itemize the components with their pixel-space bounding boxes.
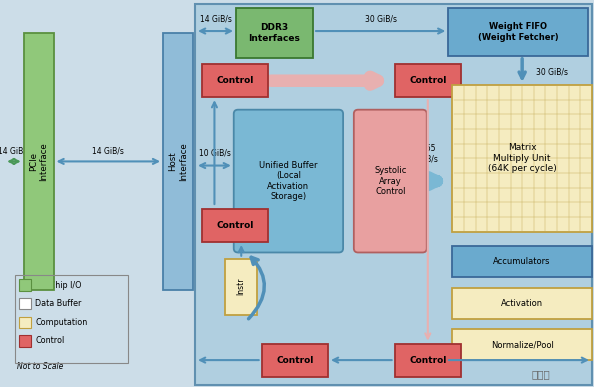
Bar — [19, 335, 31, 347]
Text: 165 GiB/s: 165 GiB/s — [501, 343, 538, 352]
Bar — [24, 33, 53, 290]
Text: Off-Chip I/O: Off-Chip I/O — [36, 281, 82, 289]
Bar — [201, 209, 268, 242]
Bar — [19, 298, 31, 309]
Text: Activation: Activation — [501, 299, 544, 308]
Bar — [15, 275, 128, 363]
FancyBboxPatch shape — [234, 110, 343, 252]
Bar — [195, 4, 592, 385]
Text: 165
GiB/s: 165 GiB/s — [419, 144, 439, 163]
Text: Matrix
Multiply Unit
(64K per cycle): Matrix Multiply Unit (64K per cycle) — [488, 144, 557, 173]
FancyBboxPatch shape — [354, 110, 426, 252]
Text: Weight FIFO
(Weight Fetcher): Weight FIFO (Weight Fetcher) — [478, 22, 558, 42]
Bar — [19, 279, 31, 291]
Bar — [236, 8, 313, 58]
Text: 10 GiB/s: 10 GiB/s — [198, 148, 230, 157]
Bar — [394, 64, 461, 97]
Bar — [225, 259, 257, 315]
Text: Host
Interface: Host Interface — [168, 142, 188, 181]
Text: Control: Control — [409, 76, 447, 85]
Bar — [201, 64, 268, 97]
Text: 14 GiB/s: 14 GiB/s — [0, 146, 30, 155]
Bar — [163, 33, 193, 290]
Bar — [453, 85, 592, 232]
Text: Control: Control — [216, 221, 254, 230]
Text: Control: Control — [409, 356, 447, 365]
Bar — [448, 8, 587, 56]
Bar — [19, 317, 31, 328]
Bar — [261, 344, 328, 377]
Text: Control: Control — [36, 336, 65, 346]
Text: Control: Control — [276, 356, 314, 365]
Bar — [394, 344, 461, 377]
Text: Data Buffer: Data Buffer — [36, 299, 82, 308]
Bar — [453, 288, 592, 319]
Text: 30 GiB/s: 30 GiB/s — [365, 15, 397, 24]
Text: Instr: Instr — [237, 278, 246, 295]
Text: 14 GiB/s: 14 GiB/s — [92, 146, 124, 155]
Bar — [453, 246, 592, 277]
Text: 14 GiB/s: 14 GiB/s — [200, 15, 232, 24]
Bar — [453, 329, 592, 360]
Text: 30 GiB/s: 30 GiB/s — [536, 68, 568, 77]
Text: DDR3
Interfaces: DDR3 Interfaces — [248, 23, 301, 43]
Text: Control: Control — [216, 76, 254, 85]
Text: Computation: Computation — [36, 318, 88, 327]
Text: Normalize/Pool: Normalize/Pool — [491, 340, 554, 349]
Text: Accumulators: Accumulators — [494, 257, 551, 266]
Text: Unified Buffer
(Local
Activation
Storage): Unified Buffer (Local Activation Storage… — [259, 161, 318, 201]
Text: Systolic
Array
Control: Systolic Array Control — [374, 166, 406, 196]
Text: PCIe
Interface: PCIe Interface — [29, 142, 48, 181]
Text: 觅趣网: 觅趣网 — [531, 369, 550, 379]
Text: Not to Scale: Not to Scale — [17, 363, 64, 372]
